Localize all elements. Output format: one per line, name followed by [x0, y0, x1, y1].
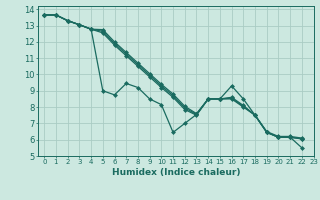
- X-axis label: Humidex (Indice chaleur): Humidex (Indice chaleur): [112, 168, 240, 177]
